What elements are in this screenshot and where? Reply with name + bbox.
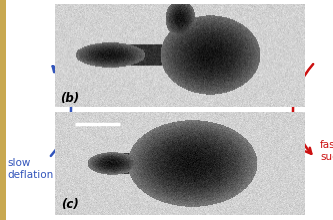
Text: (b): (b) [60,92,80,105]
Text: slow
deflation: slow deflation [7,158,53,180]
Text: (c): (c) [61,198,79,211]
FancyArrowPatch shape [51,66,71,156]
Bar [0,0,6,220]
Text: fast
suction: fast suction [320,140,333,162]
FancyArrowPatch shape [293,64,313,154]
